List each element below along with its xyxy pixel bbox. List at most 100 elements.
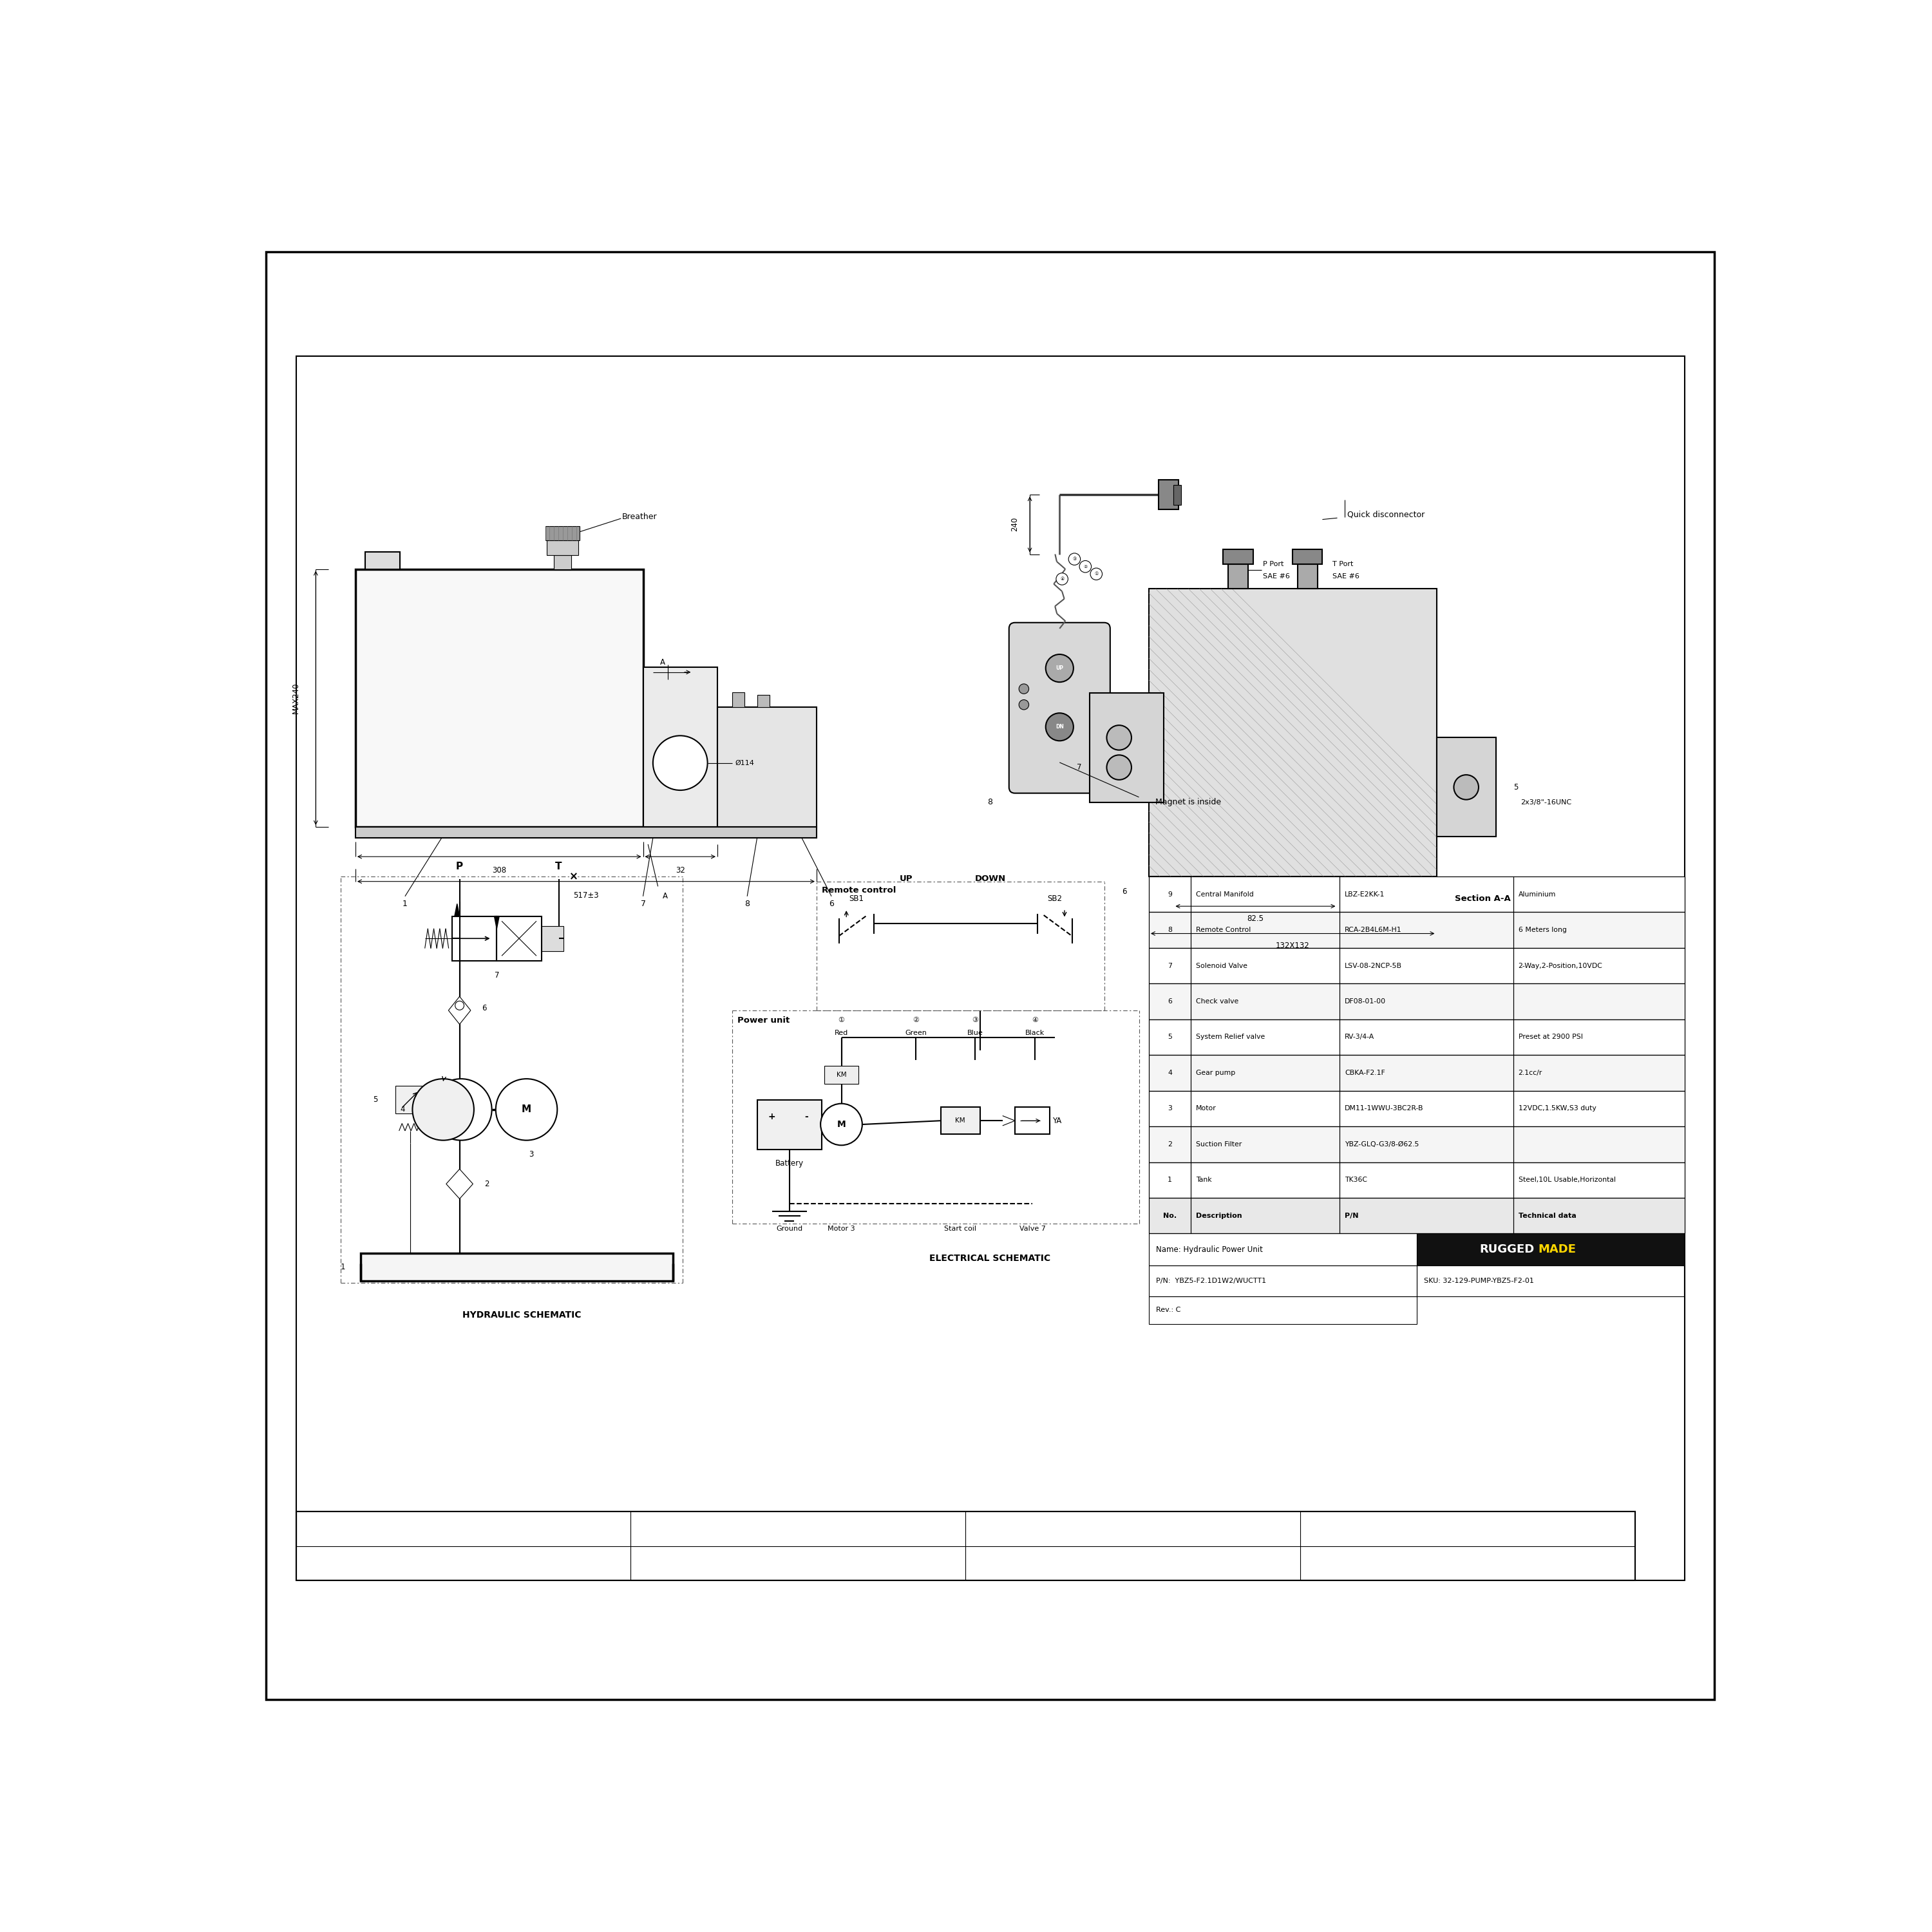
Circle shape bbox=[431, 1078, 493, 1140]
Text: System Relief valve: System Relief valve bbox=[1196, 1034, 1265, 1039]
Bar bbox=[1150, 912, 1190, 949]
Text: P/N:  YBZ5-F2.1D1W2/WUCTT1: P/N: YBZ5-F2.1D1W2/WUCTT1 bbox=[1155, 1277, 1267, 1285]
Text: 12VDC,1.5KW,S3 duty: 12VDC,1.5KW,S3 duty bbox=[1519, 1105, 1596, 1111]
Polygon shape bbox=[495, 916, 498, 929]
Text: YA: YA bbox=[1053, 1117, 1061, 1124]
Text: Ground: Ground bbox=[777, 1225, 802, 1233]
Text: A: A bbox=[661, 659, 665, 667]
Bar bbox=[547, 541, 578, 554]
Text: Start coil: Start coil bbox=[945, 1225, 976, 1233]
Bar bbox=[541, 925, 564, 951]
Bar bbox=[1150, 1198, 1190, 1233]
Bar bbox=[1190, 912, 1339, 949]
Text: Battery: Battery bbox=[775, 1159, 804, 1167]
Text: 7: 7 bbox=[1167, 962, 1173, 970]
Bar bbox=[1339, 1055, 1513, 1092]
Text: ELECTRICAL SCHEMATIC: ELECTRICAL SCHEMATIC bbox=[929, 1254, 1051, 1264]
Bar bbox=[1150, 877, 1685, 912]
Text: Section A-A: Section A-A bbox=[1455, 895, 1511, 902]
Bar bbox=[1150, 877, 1190, 912]
Text: 6: 6 bbox=[1167, 999, 1173, 1005]
Text: Steel,10L Usable,Horizontal: Steel,10L Usable,Horizontal bbox=[1519, 1177, 1615, 1182]
Bar bbox=[1150, 1055, 1685, 1092]
Bar bbox=[355, 570, 643, 827]
Text: -: - bbox=[806, 1113, 808, 1121]
Bar bbox=[1339, 1126, 1513, 1163]
Bar bbox=[1339, 1092, 1513, 1126]
Bar bbox=[1150, 1163, 1190, 1198]
Text: ④: ④ bbox=[1032, 1016, 1037, 1024]
Text: 5: 5 bbox=[1167, 1034, 1173, 1039]
Bar bbox=[1513, 1020, 1685, 1055]
Text: 1: 1 bbox=[402, 900, 408, 908]
Text: 7: 7 bbox=[1076, 763, 1082, 771]
Text: ②: ② bbox=[1084, 564, 1088, 568]
Text: M: M bbox=[837, 1121, 846, 1128]
Text: Magnet is inside: Magnet is inside bbox=[1155, 798, 1221, 806]
Text: ①: ① bbox=[838, 1016, 844, 1024]
Text: Valve 7: Valve 7 bbox=[1020, 1225, 1045, 1233]
Text: 6 Meters long: 6 Meters long bbox=[1519, 927, 1567, 933]
Text: 132X132: 132X132 bbox=[1275, 941, 1310, 951]
Circle shape bbox=[1045, 713, 1074, 740]
Text: MADE: MADE bbox=[1538, 1244, 1577, 1256]
Text: Motor: Motor bbox=[1196, 1105, 1217, 1111]
Text: ②: ② bbox=[912, 1016, 920, 1024]
Text: No.: No. bbox=[1163, 1213, 1177, 1219]
Text: Solenoid Valve: Solenoid Valve bbox=[1196, 962, 1248, 970]
Text: ①: ① bbox=[1094, 572, 1097, 576]
Text: YBZ-GLQ-G3/8-Ø62.5: YBZ-GLQ-G3/8-Ø62.5 bbox=[1345, 1142, 1418, 1148]
Circle shape bbox=[1090, 568, 1103, 580]
Text: Suction Filter: Suction Filter bbox=[1196, 1142, 1242, 1148]
Circle shape bbox=[412, 1078, 473, 1140]
Bar bbox=[1190, 1163, 1339, 1198]
Circle shape bbox=[1045, 655, 1074, 682]
Bar bbox=[1150, 1198, 1685, 1233]
Text: SAE #6: SAE #6 bbox=[1264, 574, 1291, 580]
Bar bbox=[1150, 1296, 1416, 1323]
Circle shape bbox=[1080, 560, 1092, 572]
Bar bbox=[1339, 949, 1513, 983]
Text: 82.5: 82.5 bbox=[1246, 914, 1264, 923]
Text: P: P bbox=[456, 862, 464, 871]
Bar bbox=[1190, 1126, 1339, 1163]
Text: LBZ-E2KK-1: LBZ-E2KK-1 bbox=[1345, 891, 1385, 898]
Bar bbox=[361, 1254, 672, 1281]
Bar bbox=[1090, 694, 1163, 802]
Text: P/N: P/N bbox=[1345, 1213, 1358, 1219]
Text: Quick disconnector: Quick disconnector bbox=[1347, 510, 1424, 518]
Text: 2.1cc/r: 2.1cc/r bbox=[1519, 1070, 1542, 1076]
Bar bbox=[1190, 983, 1339, 1020]
Bar bbox=[1150, 1020, 1190, 1055]
Circle shape bbox=[456, 1001, 464, 1010]
Text: 2: 2 bbox=[1167, 1142, 1173, 1148]
Text: KM: KM bbox=[837, 1072, 846, 1078]
Bar bbox=[1513, 1126, 1685, 1163]
Bar bbox=[1513, 912, 1685, 949]
Bar bbox=[732, 692, 744, 707]
Text: 6: 6 bbox=[1122, 887, 1126, 896]
Bar bbox=[1150, 1092, 1685, 1126]
Bar bbox=[1173, 485, 1180, 504]
Text: T: T bbox=[554, 862, 562, 871]
Text: 308: 308 bbox=[493, 866, 506, 875]
Circle shape bbox=[1453, 775, 1478, 800]
Text: 8: 8 bbox=[744, 900, 750, 908]
Bar bbox=[365, 553, 400, 570]
Text: Technical data: Technical data bbox=[1519, 1213, 1577, 1219]
Text: UP: UP bbox=[1055, 665, 1063, 670]
Circle shape bbox=[653, 736, 707, 790]
Bar bbox=[1513, 1198, 1685, 1233]
Bar bbox=[1293, 549, 1321, 564]
Bar bbox=[296, 355, 1685, 1580]
Text: DF08-01-00: DF08-01-00 bbox=[1345, 999, 1385, 1005]
Text: Red: Red bbox=[835, 1030, 848, 1036]
Text: 7: 7 bbox=[495, 972, 498, 980]
Text: Tank: Tank bbox=[1196, 1177, 1211, 1182]
Bar bbox=[1150, 589, 1435, 877]
Bar bbox=[1339, 1198, 1513, 1233]
Text: TK36C: TK36C bbox=[1345, 1177, 1368, 1182]
Text: 1: 1 bbox=[340, 1264, 346, 1271]
Bar bbox=[1339, 1163, 1513, 1198]
Bar bbox=[1229, 564, 1248, 589]
